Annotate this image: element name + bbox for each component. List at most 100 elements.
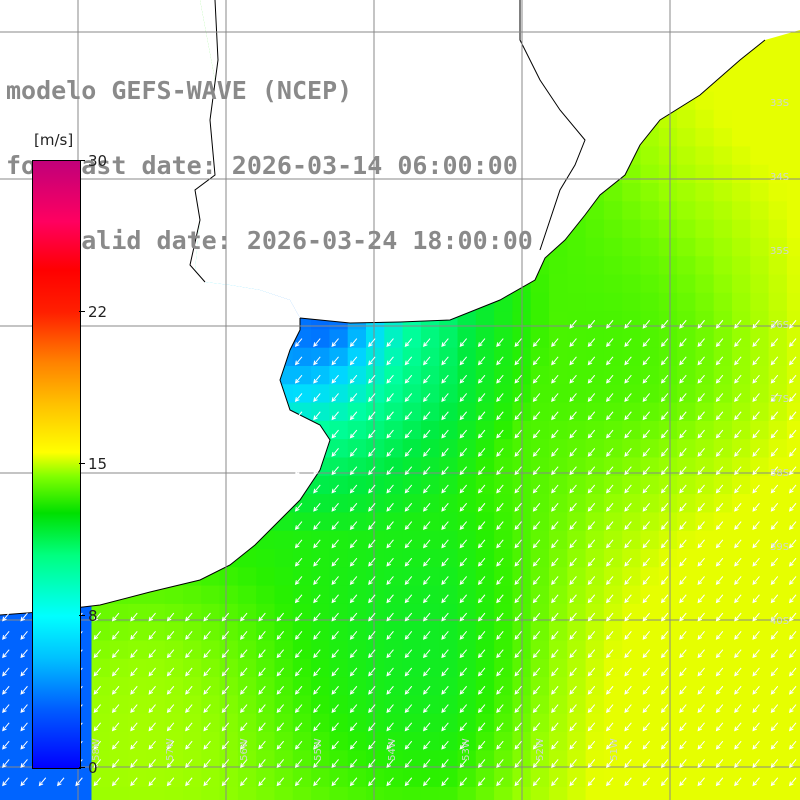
wind-arrow bbox=[404, 777, 413, 787]
wind-arrow bbox=[551, 594, 559, 604]
wind-arrow bbox=[789, 429, 797, 439]
wind-arrow bbox=[313, 539, 321, 549]
wind-arrow bbox=[404, 393, 413, 402]
wind-arrow bbox=[624, 594, 632, 604]
wind-arrow bbox=[294, 740, 303, 750]
wind-arrow bbox=[514, 557, 522, 567]
wind-arrow bbox=[734, 649, 742, 659]
wind-arrow bbox=[93, 740, 102, 750]
wind-arrow bbox=[459, 429, 468, 439]
wind-arrow bbox=[569, 393, 577, 402]
wind-arrow bbox=[368, 704, 376, 714]
wind-arrow bbox=[459, 649, 468, 659]
wind-arrow bbox=[496, 521, 504, 531]
wind-arrow bbox=[624, 484, 632, 494]
wind-arrow bbox=[404, 356, 413, 366]
wind-cell bbox=[256, 786, 275, 800]
wind-arrow bbox=[368, 429, 376, 439]
wind-arrow bbox=[715, 521, 724, 531]
wind-arrow bbox=[349, 539, 358, 549]
wind-arrow bbox=[569, 356, 577, 366]
wind-cell bbox=[750, 201, 770, 221]
wind-arrow bbox=[331, 759, 339, 768]
wind-arrow bbox=[459, 685, 468, 695]
wind-arrow bbox=[331, 594, 339, 604]
wind-arrow bbox=[148, 667, 156, 677]
wind-cell bbox=[750, 183, 770, 202]
wind-cell bbox=[183, 786, 202, 800]
wind-arrow bbox=[331, 777, 339, 787]
wind-arrow bbox=[514, 594, 522, 604]
wind-arrow bbox=[349, 576, 358, 585]
wind-arrow bbox=[477, 740, 486, 750]
wind-arrow bbox=[404, 502, 413, 512]
longitude-label: 57W bbox=[164, 738, 176, 761]
wind-arrow bbox=[349, 466, 358, 476]
wind-cell bbox=[677, 183, 696, 202]
wind-cell bbox=[237, 585, 257, 605]
wind-arrow bbox=[734, 557, 742, 567]
wind-arrow bbox=[368, 594, 376, 604]
wind-cell bbox=[732, 219, 751, 239]
wind-cell bbox=[183, 585, 202, 605]
wind-arrow bbox=[514, 374, 522, 384]
wind-arrow bbox=[752, 484, 760, 494]
wind-arrow bbox=[331, 667, 339, 677]
wind-arrow bbox=[770, 576, 779, 585]
wind-cell bbox=[91, 786, 111, 800]
wind-arrow bbox=[148, 685, 156, 695]
wind-cell bbox=[750, 237, 770, 257]
wind-arrow bbox=[697, 356, 705, 366]
wind-arrow bbox=[459, 448, 468, 457]
wind-arrow bbox=[532, 539, 541, 549]
wind-arrow bbox=[386, 557, 394, 567]
wind-arrow bbox=[20, 667, 28, 677]
wind-arrow bbox=[789, 649, 797, 659]
wind-arrow bbox=[715, 411, 724, 421]
wind-arrow bbox=[349, 429, 358, 439]
wind-arrow bbox=[770, 448, 779, 457]
wind-arrow bbox=[770, 521, 779, 531]
wind-arrow bbox=[660, 777, 669, 787]
wind-arrow bbox=[477, 722, 486, 732]
wind-arrow bbox=[130, 631, 138, 640]
wind-cell bbox=[750, 109, 770, 129]
wind-arrow bbox=[770, 319, 779, 329]
wind-arrow bbox=[477, 374, 486, 384]
longitude-label: 53W bbox=[460, 738, 472, 761]
wind-arrow bbox=[496, 338, 504, 348]
wind-arrow bbox=[569, 685, 577, 695]
wind-cell bbox=[695, 91, 715, 111]
wind-arrow bbox=[569, 466, 577, 476]
wind-arrow bbox=[404, 338, 413, 348]
wind-arrow bbox=[752, 539, 760, 549]
wind-arrow bbox=[679, 704, 687, 714]
wind-arrow bbox=[734, 722, 742, 732]
wind-arrow bbox=[477, 612, 486, 622]
wind-cell bbox=[530, 292, 550, 312]
wind-arrow bbox=[221, 759, 230, 768]
wind-arrow bbox=[770, 740, 779, 750]
wind-arrow bbox=[752, 631, 760, 640]
wind-arrow bbox=[624, 722, 632, 732]
wind-arrow bbox=[441, 557, 449, 567]
wind-arrow bbox=[606, 338, 614, 348]
wind-cell bbox=[695, 292, 715, 312]
wind-arrow bbox=[368, 338, 376, 348]
wind-arrow bbox=[770, 612, 779, 622]
wind-cell bbox=[786, 402, 800, 422]
wind-arrow bbox=[313, 374, 321, 384]
wind-arrow bbox=[752, 374, 760, 384]
wind-arrow bbox=[496, 777, 504, 787]
wind-arrow bbox=[203, 667, 211, 677]
wind-cell bbox=[786, 439, 800, 458]
wind-arrow bbox=[386, 667, 394, 677]
wind-arrow bbox=[697, 759, 705, 768]
wind-cell bbox=[786, 768, 800, 788]
colorbar-tick-label: 22 bbox=[88, 303, 108, 321]
wind-arrow bbox=[2, 722, 10, 732]
wind-arrow bbox=[752, 612, 760, 622]
wind-arrow bbox=[532, 466, 541, 476]
wind-arrow bbox=[166, 740, 175, 750]
wind-arrow bbox=[660, 722, 669, 732]
